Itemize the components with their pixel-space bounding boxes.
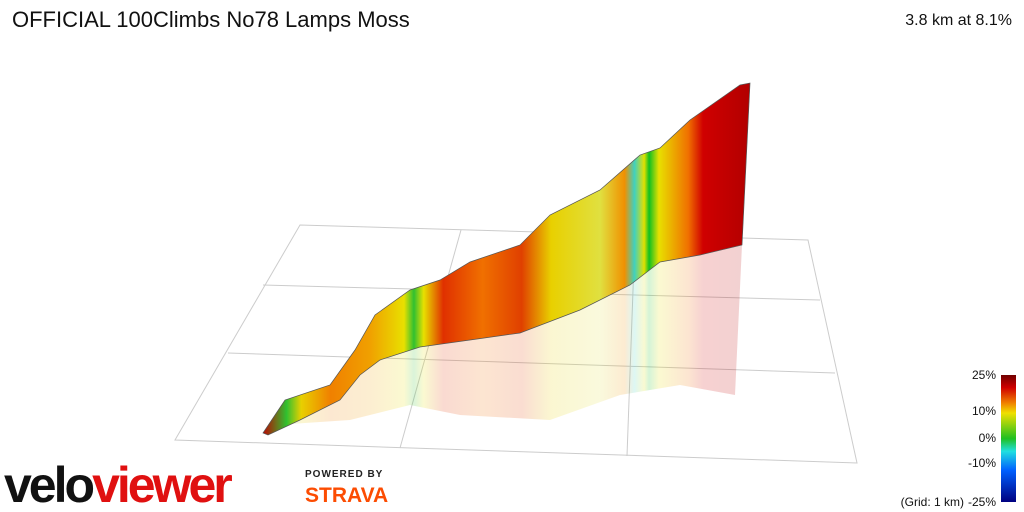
grid-note: (Grid: 1 km)	[901, 495, 964, 509]
powered-by: POWERED BY	[305, 469, 383, 480]
legend-label: 10%	[972, 404, 996, 418]
legend-label: 25%	[972, 368, 996, 382]
legend-label: 0%	[979, 431, 997, 445]
legend-bar	[1001, 375, 1016, 502]
brand-part: velo	[4, 457, 94, 512]
brand-logo: veloviewer	[4, 457, 232, 512]
legend-label: -25%	[968, 495, 996, 509]
legend-label: -10%	[968, 456, 996, 470]
brand-part: viewer	[92, 457, 232, 512]
title: OFFICIAL 100Climbs No78 Lamps Moss	[12, 7, 410, 32]
strava-logo: STRAVA	[305, 484, 388, 507]
climb-profile	[262, 82, 751, 436]
reflection	[268, 245, 742, 435]
stats: 3.8 km at 8.1%	[905, 12, 1012, 29]
